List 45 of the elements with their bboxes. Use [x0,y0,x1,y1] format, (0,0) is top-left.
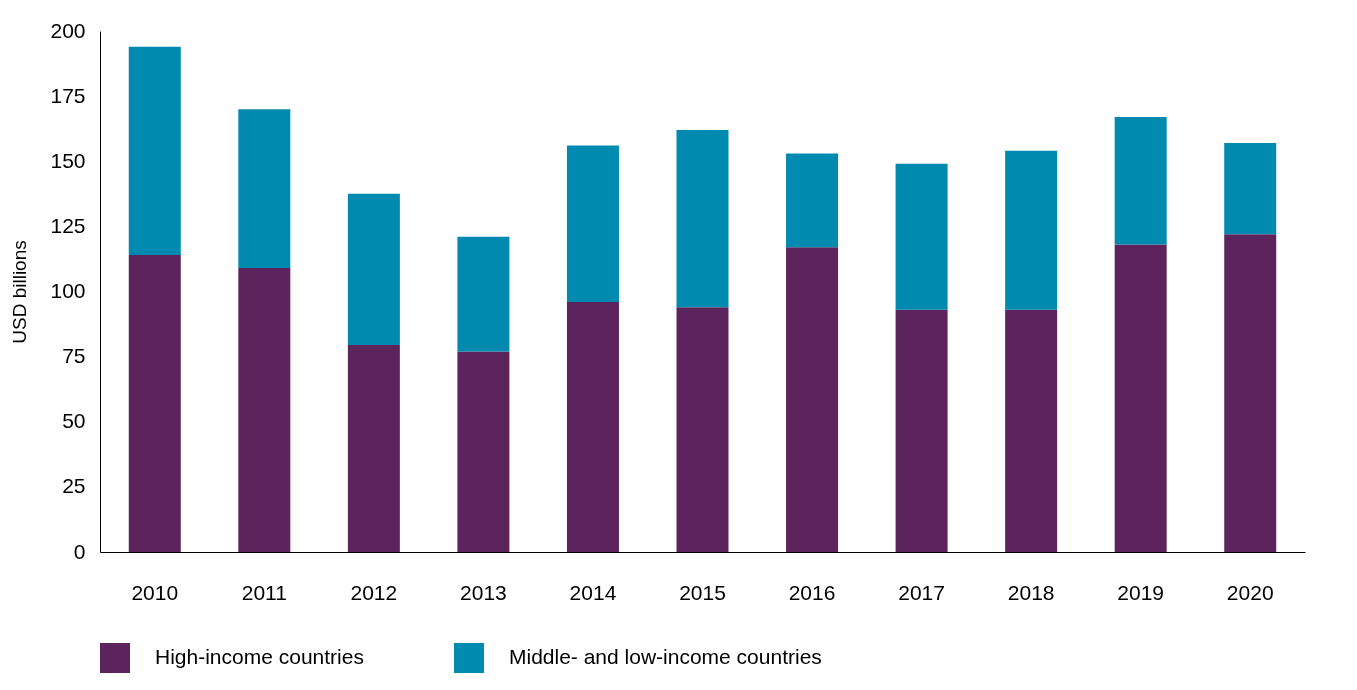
y-tick-label: 200 [50,18,86,42]
y-tick-label: 0 [73,539,86,563]
y-tick-label: 25 [62,474,86,498]
y-tick-label: 75 [62,344,86,368]
bar [457,351,510,552]
y-axis-title: USD billions [9,240,31,344]
y-tick-label: 125 [50,213,86,237]
x-tick-label: 2018 [1007,580,1055,604]
x-tick-label: 2020 [1226,580,1274,604]
y-tick-label: 150 [50,148,86,172]
bar [347,193,400,345]
y-tick-label: 175 [50,83,86,107]
bar [1224,143,1277,235]
y-tick-label: 100 [50,279,86,302]
bar [238,109,291,269]
bar [347,344,400,552]
bar [895,309,948,552]
bar [676,129,729,308]
bar [1005,309,1058,552]
bar [128,255,181,552]
bar [238,268,291,552]
x-tick-label: 2016 [788,580,836,604]
x-tick-label: 2017 [898,580,945,604]
legend-label: High-income countries [155,645,364,668]
bar [1114,244,1167,552]
bar [457,236,510,352]
x-tick-label: 2014 [569,580,617,604]
x-tick-label: 2011 [241,580,287,604]
bar [566,301,619,552]
bar [1224,234,1277,552]
x-tick-label: 2013 [460,580,507,604]
bar [786,153,839,248]
bar [786,247,839,552]
bar [1005,150,1058,310]
bar [128,46,181,256]
x-tick-label: 2019 [1117,580,1165,604]
x-tick-label: 2012 [350,580,398,604]
x-tick-label: 2015 [679,580,726,604]
bar [1114,116,1167,245]
legend-label: Middle- and low-income countries [509,645,822,668]
bar [895,163,948,310]
bar [676,307,729,552]
bar [566,145,619,302]
x-tick-label: 2010 [131,580,179,604]
y-tick-label: 50 [62,409,86,433]
